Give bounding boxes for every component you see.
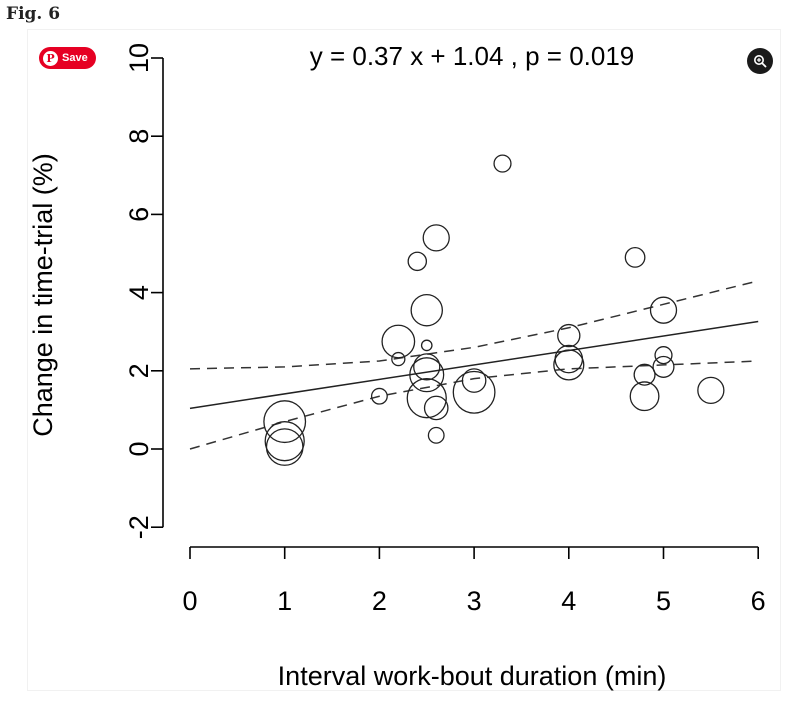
x-tick-label: 4 xyxy=(561,586,576,616)
y-tick-label: 6 xyxy=(124,207,154,222)
y-tick-label: 8 xyxy=(124,129,154,144)
data-point xyxy=(406,378,447,419)
regression-line xyxy=(189,320,759,410)
y-tick-label: 4 xyxy=(124,285,154,300)
x-tick-label: 0 xyxy=(182,586,197,616)
y-axis-label: Change in time-trial (%) xyxy=(28,153,58,437)
data-point xyxy=(265,428,304,466)
data-point xyxy=(553,349,585,381)
x-tick-label: 6 xyxy=(751,586,766,616)
pinterest-save-button[interactable]: P Save xyxy=(39,47,96,69)
data-point xyxy=(697,376,725,405)
data-point xyxy=(654,346,673,365)
data-point xyxy=(391,351,406,367)
y-tick-label: -2 xyxy=(124,515,154,539)
confidence-band xyxy=(189,280,759,450)
data-point xyxy=(427,426,445,444)
data-point xyxy=(629,381,660,412)
data-point xyxy=(381,324,416,359)
data-point xyxy=(423,395,449,421)
x-tick-label: 5 xyxy=(656,586,671,616)
y-tick-label: 10 xyxy=(124,43,154,73)
data-point xyxy=(409,357,445,393)
data-point xyxy=(652,355,675,378)
save-button-label: Save xyxy=(62,52,88,64)
regression-equation: y = 0.37 x + 1.04 , p = 0.019 xyxy=(310,41,635,71)
data-point xyxy=(410,293,443,327)
data-point xyxy=(649,296,678,324)
data-point xyxy=(413,353,441,381)
data-point xyxy=(633,363,656,386)
data-point xyxy=(407,251,428,272)
x-tick-label: 3 xyxy=(467,586,482,616)
data-point xyxy=(452,370,496,414)
data-point xyxy=(420,339,433,352)
figure-label: Fig. 6 xyxy=(6,4,61,24)
data-point xyxy=(263,400,307,444)
data-point xyxy=(493,154,512,173)
x-axis-label: Interval work-bout duration (min) xyxy=(278,661,667,691)
x-tick-label: 2 xyxy=(372,586,387,616)
y-tick-label: 0 xyxy=(124,441,154,456)
data-point xyxy=(557,323,581,348)
data-point xyxy=(370,387,388,405)
data-point xyxy=(624,247,646,268)
x-tick-label: 1 xyxy=(277,586,292,616)
data-point xyxy=(461,368,487,393)
confidence-band-upper xyxy=(189,280,759,370)
x-axis: 0 1 2 3 4 5 6 xyxy=(182,546,766,616)
y-axis: -2 0 2 4 6 8 10 xyxy=(124,43,164,539)
data-point xyxy=(264,421,305,462)
y-tick-label: 2 xyxy=(124,363,154,378)
pinterest-icon: P xyxy=(43,50,58,66)
data-points xyxy=(263,154,725,466)
data-point xyxy=(422,224,450,252)
zoom-in-icon[interactable] xyxy=(747,48,773,74)
confidence-band-lower xyxy=(189,360,759,450)
chart-panel xyxy=(28,30,780,690)
regression-line-group xyxy=(189,320,759,410)
